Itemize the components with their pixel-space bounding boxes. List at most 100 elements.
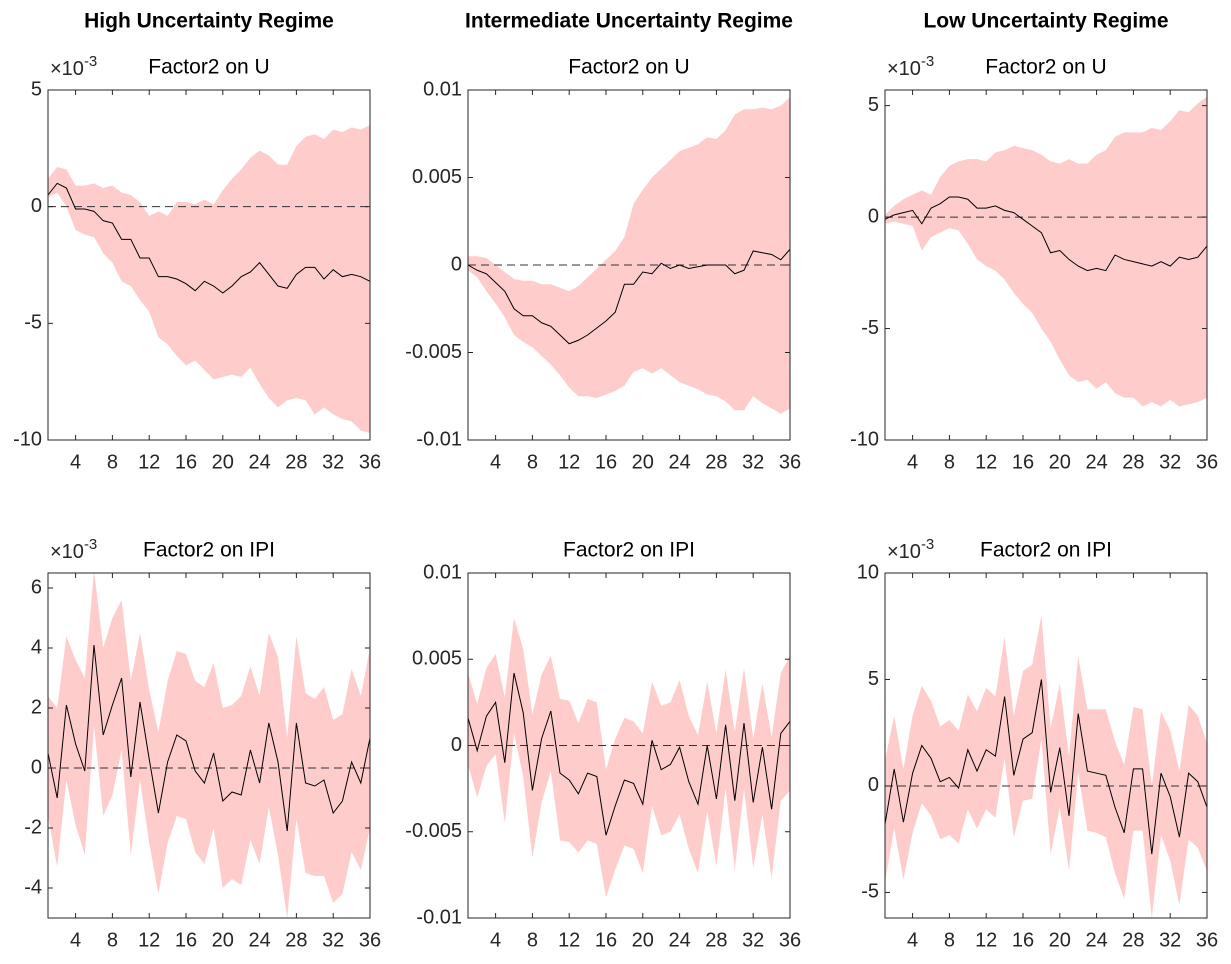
y-tick-label: 0.005 [412,166,462,188]
x-tick-label: 4 [907,929,918,951]
x-tick-label: 8 [527,929,538,951]
x-tick-label: 20 [212,451,234,473]
multiplier-base: ×10 [50,541,84,563]
x-tick-label: 24 [248,929,270,951]
confidence-band [48,125,370,433]
panel-title: Factor2 on IPI [980,539,1112,562]
confidence-band [885,96,1207,407]
y-tick-label: -10 [13,428,42,450]
x-tick-label: 16 [595,451,617,473]
y-tick-label: 10 [857,561,879,583]
x-tick-label: 12 [975,451,997,473]
x-tick-label: 28 [1122,929,1144,951]
axis-multiplier: ×10-3 [50,536,97,563]
x-tick-label: 20 [212,929,234,951]
multiplier-base: ×10 [50,58,84,80]
x-tick-label: 36 [359,451,381,473]
y-tick-label: 5 [868,94,879,116]
confidence-band [885,615,1207,918]
multiplier-exponent: -3 [921,53,934,70]
confidence-band [48,570,370,918]
x-tick-label: 36 [1196,451,1218,473]
x-tick-label: 8 [527,451,538,473]
y-tick-label: 0.01 [423,561,462,583]
x-tick-label: 20 [1049,451,1071,473]
y-tick-label: 0 [31,756,42,778]
median-line [884,679,1208,855]
multiplier-base: ×10 [887,58,921,80]
y-tick-label: -5 [24,312,42,334]
x-tick-label: 4 [907,451,918,473]
x-tick-label: 16 [175,929,197,951]
y-tick-label: 0.01 [423,78,462,100]
y-tick-label: -5 [861,317,879,339]
y-tick-label: -2 [24,816,42,838]
x-tick-label: 12 [138,929,160,951]
plot-box [47,89,371,441]
x-tick-label: 16 [175,451,197,473]
x-tick-label: 24 [1085,451,1107,473]
x-tick-label: 36 [779,451,801,473]
x-tick-label: 4 [70,929,81,951]
x-tick-label: 32 [742,451,764,473]
multiplier-exponent: -3 [84,536,97,553]
panel-title: Factor2 on IPI [143,539,275,562]
plot-box [47,572,371,919]
x-tick-label: 4 [490,451,501,473]
x-tick-label: 20 [632,929,654,951]
column-title: Intermediate Uncertainty Regime [465,10,793,33]
panel-title: Factor2 on U [148,56,269,79]
y-tick-label: 5 [868,668,879,690]
x-tick-label: 4 [490,929,501,951]
y-tick-label: -0.005 [405,820,462,842]
multiplier-exponent: -3 [921,536,934,553]
x-tick-label: 32 [322,451,344,473]
x-tick-label: 32 [322,929,344,951]
median-line [47,182,371,294]
x-tick-label: 36 [359,929,381,951]
x-tick-label: 12 [558,929,580,951]
median-line [467,248,791,345]
y-tick-label: 0 [868,774,879,796]
x-tick-label: 16 [1012,451,1034,473]
x-tick-label: 24 [668,929,690,951]
panel-title: Factor2 on U [568,56,689,79]
x-tick-label: 36 [1196,929,1218,951]
panel-title: Factor2 on IPI [563,539,695,562]
x-tick-label: 16 [595,929,617,951]
x-tick-label: 12 [975,929,997,951]
x-tick-label: 8 [107,929,118,951]
y-tick-label: 4 [31,636,42,658]
x-tick-label: 32 [1159,451,1181,473]
y-tick-label: 0.005 [412,648,462,670]
x-tick-label: 8 [107,451,118,473]
axis-multiplier: ×10-3 [50,53,97,80]
confidence-band [468,617,790,898]
y-tick-label: -10 [850,428,879,450]
y-tick-label: 6 [31,576,42,598]
x-tick-label: 12 [558,451,580,473]
column-title: High Uncertainty Regime [84,10,334,33]
plot-box [884,572,1208,919]
x-tick-label: 28 [285,929,307,951]
x-tick-label: 20 [1049,929,1071,951]
confidence-band [468,97,790,414]
x-tick-label: 24 [1085,929,1107,951]
y-tick-label: 0 [451,253,462,275]
x-tick-label: 12 [138,451,160,473]
plot-box [884,89,1208,441]
x-tick-label: 28 [705,929,727,951]
axis-multiplier: ×10-3 [887,536,934,563]
panel-title: Factor2 on U [985,56,1106,79]
y-tick-label: -0.005 [405,341,462,363]
x-tick-label: 4 [70,451,81,473]
multiplier-base: ×10 [887,541,921,563]
x-tick-label: 28 [1122,451,1144,473]
y-tick-label: 2 [31,696,42,718]
x-tick-label: 36 [779,929,801,951]
x-tick-label: 24 [248,451,270,473]
y-tick-label: -0.01 [416,906,462,928]
y-tick-label: 0 [868,205,879,227]
x-tick-label: 28 [285,451,307,473]
x-tick-label: 8 [944,451,955,473]
